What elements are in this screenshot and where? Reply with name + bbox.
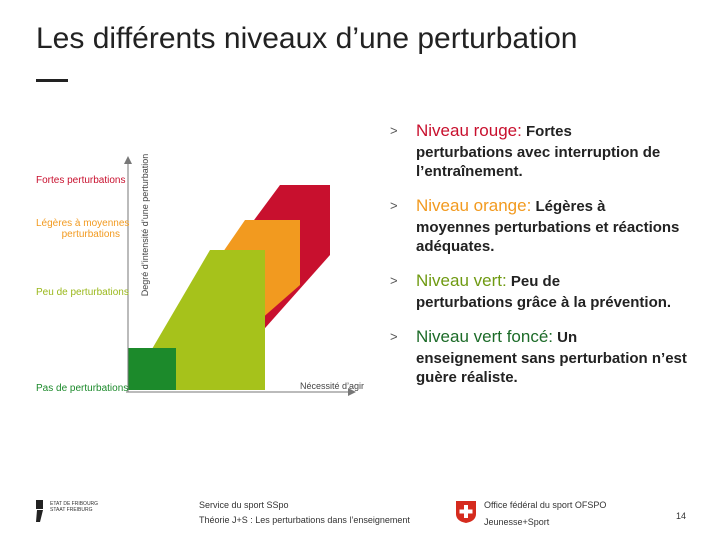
bullet-level-name: Niveau orange: xyxy=(416,196,532,215)
x-axis-arrowhead xyxy=(348,388,356,396)
bullet-head: Niveau vert: Peu de xyxy=(390,270,700,293)
bullet-head-rest: Un xyxy=(553,329,578,346)
bullet-orange: > Niveau orange: Légères à moyennes pert… xyxy=(390,195,700,256)
bullet-description: enseignement sans perturbation n’est guè… xyxy=(416,350,687,386)
footer-office: Office fédéral du sport OFSPO xyxy=(484,500,607,510)
page-number: 14 xyxy=(676,511,687,521)
label-legeres-line1: Légères à moyennes xyxy=(36,218,130,229)
bullet-head: Niveau rouge: Fortes xyxy=(390,120,700,143)
canton-name: ETAT DE FRIBOURG STAAT FREIBURG xyxy=(50,501,98,513)
swiss-cross-icon xyxy=(456,501,476,523)
bullet-arrow-icon: > xyxy=(390,273,398,288)
title-underline-dash xyxy=(36,79,68,82)
label-peu-perturbations: Peu de perturbations xyxy=(36,287,129,298)
canton-line-1: ETAT DE FRIBOURG xyxy=(50,501,99,507)
bullet-description: moyennes perturbations et réactions adéq… xyxy=(416,219,680,255)
bullet-red: > Niveau rouge: Fortes perturbations ave… xyxy=(390,120,700,181)
bullet-level-name: Niveau vert: xyxy=(416,271,507,290)
bullet-head-rest: Légères à xyxy=(531,198,606,215)
bullet-head: Niveau orange: Légères à xyxy=(390,195,700,218)
label-legeres-moyennes: Légères à moyennes perturbations xyxy=(36,218,130,240)
label-fortes-perturbations: Fortes perturbations xyxy=(36,175,126,186)
y-axis-arrowhead xyxy=(124,156,132,164)
bullet-head-rest: Peu de xyxy=(506,273,561,290)
bullet-arrow-icon: > xyxy=(390,198,398,213)
slide-title: Les différents niveaux d’une perturbatio… xyxy=(36,22,578,55)
footer-service: Service du sport SSpo xyxy=(199,500,289,510)
bullet-head-rest: Fortes xyxy=(521,123,572,140)
bullet-arrow-icon: > xyxy=(390,329,398,344)
y-axis-label: Degré d’intensité d’une perturbation xyxy=(140,153,150,297)
dark-green-level-shape xyxy=(128,348,176,390)
bullet-list: > Niveau rouge: Fortes perturbations ave… xyxy=(390,120,700,401)
footer-program: Jeunesse+Sport xyxy=(484,517,550,527)
bullet-lime: > Niveau vert: Peu de perturbations grâc… xyxy=(390,270,700,312)
bullet-dark-green: > Niveau vert foncé: Un enseignement san… xyxy=(390,326,700,387)
bullet-level-name: Niveau rouge: xyxy=(416,121,522,140)
bullet-head: Niveau vert foncé: Un xyxy=(390,326,700,349)
label-legeres-line2: perturbations xyxy=(61,229,120,240)
footer-theory: Théorie J+S : Les perturbations dans l’e… xyxy=(199,515,410,525)
bullet-arrow-icon: > xyxy=(390,123,398,138)
label-pas-perturbations: Pas de perturbations xyxy=(36,383,129,394)
x-axis-label: Nécessité d’agir xyxy=(300,381,365,391)
bullet-level-name: Niveau vert foncé: xyxy=(416,327,554,346)
canton-logo xyxy=(36,500,43,522)
bullet-description: perturbations avec interruption de l’ent… xyxy=(416,144,661,180)
bullet-description: perturbations grâce à la prévention. xyxy=(416,294,672,311)
canton-line-2: STAAT FREIBURG xyxy=(50,507,93,513)
